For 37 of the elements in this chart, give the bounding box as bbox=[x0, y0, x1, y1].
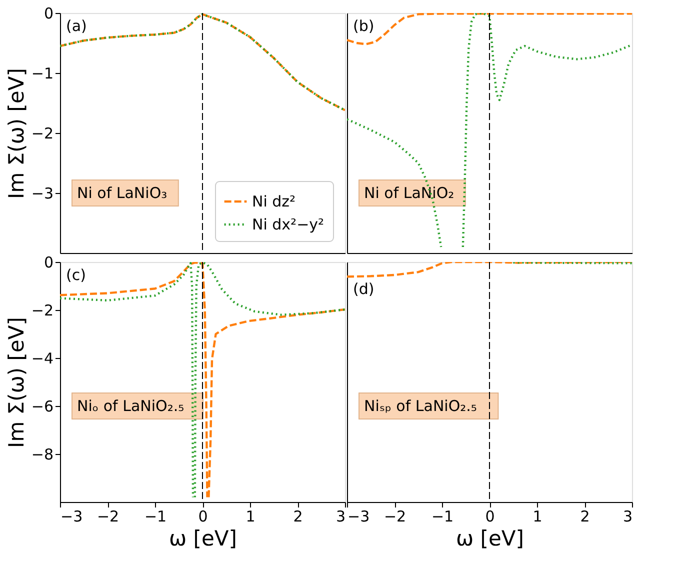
x-tick-label: 1 bbox=[246, 508, 256, 526]
y-tick-label: −4 bbox=[31, 350, 54, 368]
annotation: (c) bbox=[66, 266, 86, 284]
y-tick-label: −6 bbox=[31, 398, 54, 416]
annotation: (b) bbox=[353, 17, 374, 35]
x-tick-label: −1 bbox=[144, 508, 167, 526]
x-tick-label: −2 bbox=[96, 508, 120, 526]
y-tick-label: −2 bbox=[31, 302, 54, 320]
legend-label: Ni dx²−y² bbox=[252, 216, 324, 234]
x-tick-label: 0 bbox=[485, 508, 495, 526]
x-tick-label: 3 bbox=[336, 508, 346, 526]
y-tick-label: −8 bbox=[31, 446, 54, 464]
x-tick-label: −3 bbox=[348, 508, 370, 526]
x-axis-title: ω [eV] bbox=[456, 526, 524, 550]
y-tick-label: −1 bbox=[31, 64, 54, 82]
x-tick-label: 1 bbox=[532, 508, 542, 526]
annotation: (d) bbox=[353, 280, 374, 298]
annotation: Niₛₚ of LaNiO₂.₅ bbox=[364, 397, 477, 415]
x-tick-label: 2 bbox=[580, 508, 590, 526]
annotation: Niₒ of LaNiO₂.₅ bbox=[77, 397, 184, 415]
y-tick-label: −2 bbox=[31, 124, 54, 142]
x-axis-title: ω [eV] bbox=[169, 526, 237, 550]
y-axis-title: Im Σ(ω) [eV] bbox=[4, 68, 28, 199]
annotation: (a) bbox=[66, 17, 87, 35]
annotation: Ni of LaNiO₂ bbox=[364, 184, 454, 202]
y-tick-label: −3 bbox=[31, 184, 54, 202]
legend-label: Ni dz² bbox=[252, 192, 296, 210]
x-tick-label: 3 bbox=[622, 508, 632, 526]
y-tick-label: 0 bbox=[44, 4, 54, 22]
x-tick-label: −2 bbox=[384, 508, 406, 526]
y-axis-title: Im Σ(ω) [eV] bbox=[4, 317, 28, 448]
y-tick-label: 0 bbox=[44, 254, 54, 272]
x-tick-label: 0 bbox=[198, 508, 208, 526]
x-tick-label: −1 bbox=[431, 508, 454, 526]
annotation: Ni of LaNiO₃ bbox=[77, 184, 168, 202]
x-tick-label: −3 bbox=[60, 508, 83, 526]
x-tick-label: 2 bbox=[293, 508, 303, 526]
